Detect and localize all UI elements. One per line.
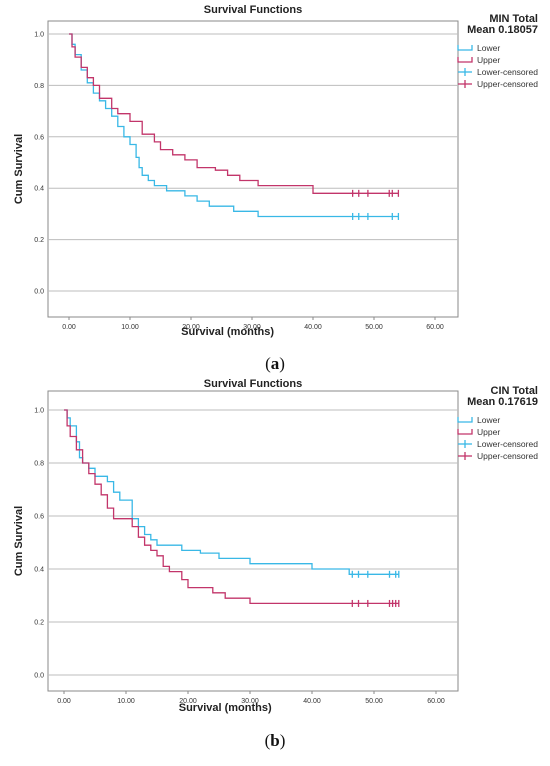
y-axis-title: Cum Survival — [13, 134, 25, 204]
x-tick-label: 60.00 — [427, 698, 445, 705]
y-tick-label: 0.4 — [34, 186, 44, 193]
plot-area — [47, 20, 459, 318]
x-tick-label: 0.00 — [57, 698, 71, 705]
x-tick-label: 10.00 — [121, 324, 139, 331]
y-tick-label: 1.0 — [34, 32, 44, 39]
survival-chart-b: Survival Functions 0.0 0.2 0.4 0.6 0.8 1.0 0.00… — [13, 378, 538, 750]
legend-swatch — [457, 417, 473, 423]
legend-title: Mean 0.17619 — [467, 396, 538, 408]
x-axis-title: Survival (months) — [179, 702, 272, 714]
y-tick-label: 0.0 — [34, 673, 44, 680]
y-tick-label: 0.6 — [34, 134, 44, 141]
legend-title: Mean 0.18057 — [467, 24, 538, 36]
legend-swatch — [457, 429, 473, 435]
y-tick-label: 0.8 — [34, 461, 44, 468]
legend-entry: Upper — [477, 55, 500, 65]
x-tick-label: 30.00 — [243, 324, 261, 331]
x-tick-label: 50.00 — [365, 324, 383, 331]
legend-entry: Lower — [477, 415, 500, 425]
x-tick-label: 30.00 — [241, 698, 259, 705]
y-tick-label: 0.4 — [34, 567, 44, 574]
survival-chart-a: Survival Functions 0.0 0.2 0.4 0.6 0.8 1.0 0.00… — [13, 4, 538, 373]
legend-entry: Lower — [477, 43, 500, 53]
y-tick-label: 0.6 — [34, 514, 44, 521]
legend-title: MIN Total — [489, 13, 538, 25]
y-tick-label: 0.8 — [34, 83, 44, 90]
x-tick-label: 20.00 — [182, 324, 200, 331]
x-tick-label: 20.00 — [179, 698, 197, 705]
survival-line-lower — [64, 409, 399, 575]
x-tick-label: 50.00 — [365, 698, 383, 705]
x-tick-label: 40.00 — [303, 698, 321, 705]
y-tick-label: 0.0 — [34, 289, 44, 296]
x-tick-label: 60.00 — [426, 324, 444, 331]
y-tick-label: 1.0 — [34, 408, 44, 415]
x-tick-label: 0.00 — [62, 324, 76, 331]
panel-label: (a) — [265, 354, 285, 373]
panel-label: (b) — [265, 731, 286, 750]
legend-title: CIN Total — [491, 385, 538, 397]
legend-entry: Lower-censored — [477, 439, 538, 449]
legend-entry: Upper-censored — [477, 79, 538, 89]
chart-title: Survival Functions — [204, 4, 302, 16]
plot-area — [47, 390, 459, 692]
legend-entry: Lower-censored — [477, 67, 538, 77]
legend-entry: Upper-censored — [477, 451, 538, 461]
x-tick-label: 10.00 — [117, 698, 135, 705]
legend-entry: Upper — [477, 427, 500, 437]
chart-title: Survival Functions — [204, 378, 302, 390]
y-axis-title: Cum Survival — [13, 506, 25, 576]
x-tick-label: 40.00 — [304, 324, 322, 331]
y-tick-label: 0.2 — [34, 620, 44, 627]
survival-line-upper — [69, 33, 399, 194]
legend-swatch — [457, 45, 473, 51]
x-axis-title: Survival (months) — [181, 326, 274, 338]
legend-swatch — [457, 57, 473, 63]
survival-line-upper — [64, 409, 399, 605]
y-tick-label: 0.2 — [34, 237, 44, 244]
